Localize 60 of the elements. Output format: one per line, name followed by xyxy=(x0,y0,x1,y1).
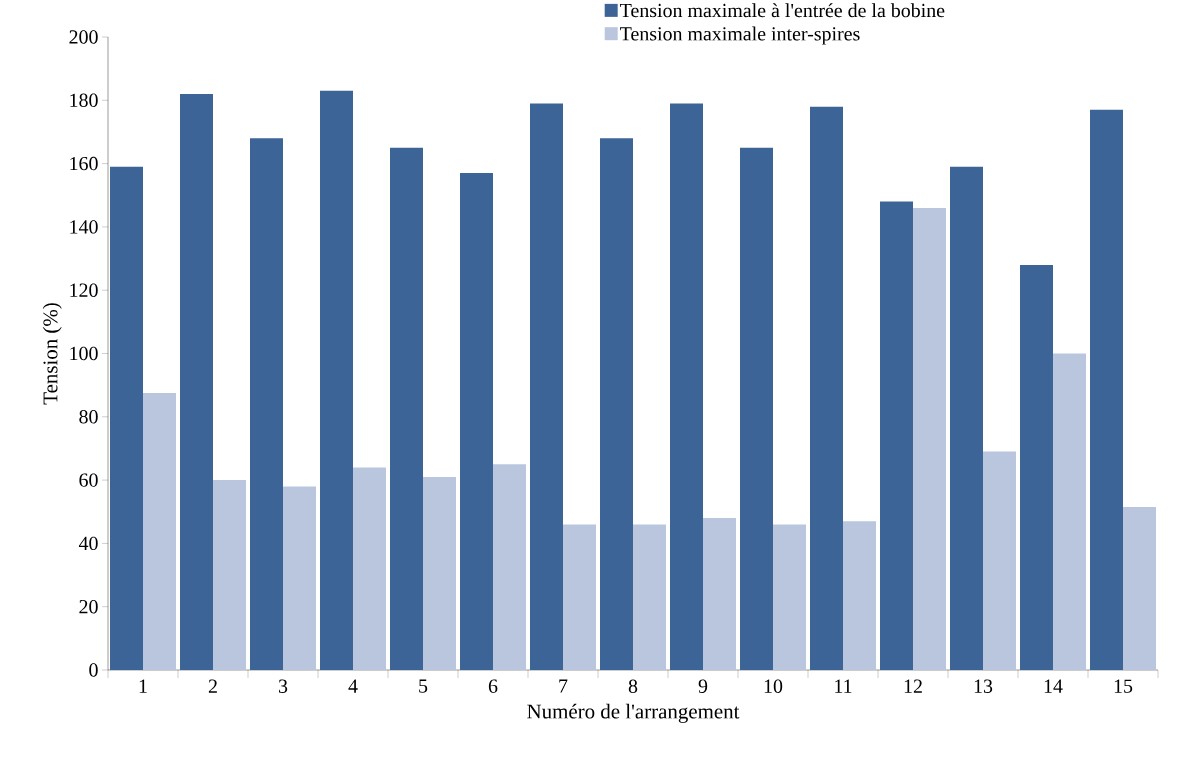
x-tick-label: 11 xyxy=(835,679,852,693)
x-tick-label: 7 xyxy=(559,679,568,693)
bar xyxy=(423,476,456,670)
bar xyxy=(810,106,843,670)
bar xyxy=(180,93,213,670)
x-tick-label: 4 xyxy=(348,679,358,693)
bar xyxy=(563,524,596,670)
bar xyxy=(983,451,1017,670)
y-tick-label: 40 xyxy=(78,536,98,551)
bar xyxy=(950,166,983,670)
bar xyxy=(773,524,806,670)
bar xyxy=(600,138,633,670)
bar xyxy=(843,521,876,670)
bar xyxy=(1090,109,1124,670)
x-tick-label: 8 xyxy=(628,679,638,693)
y-tick-label: 140 xyxy=(70,220,98,234)
bar xyxy=(283,486,316,670)
bar xyxy=(460,173,493,670)
x-tick-label: 3 xyxy=(278,679,288,693)
y-tick-label: 100 xyxy=(70,346,98,361)
bar xyxy=(143,393,176,670)
x-tick-label: 9 xyxy=(698,679,708,693)
legend-label: Tension maximale à l'entrée de la bobine xyxy=(620,3,945,18)
bar xyxy=(353,467,386,670)
bar xyxy=(110,166,143,670)
y-tick-label: 20 xyxy=(79,599,98,614)
bar xyxy=(390,147,423,670)
y-axis-title: Tension (%) xyxy=(42,303,62,405)
y-tick-label: 60 xyxy=(79,473,98,487)
bar xyxy=(633,524,666,670)
y-tick-label: 160 xyxy=(70,156,98,171)
x-tick-label: 1 xyxy=(139,679,147,693)
bar xyxy=(1020,264,1054,670)
y-tick-label: 0 xyxy=(89,663,98,677)
bar xyxy=(1123,507,1157,670)
x-tick-label: 12 xyxy=(904,679,922,693)
y-tick-label: 180 xyxy=(70,93,98,108)
x-tick-label: 10 xyxy=(764,679,783,693)
bar xyxy=(320,90,353,670)
x-tick-label: 14 xyxy=(1044,679,1063,693)
y-tick-label: 80 xyxy=(79,410,98,424)
bar xyxy=(880,201,913,670)
x-tick-label: 13 xyxy=(974,679,993,693)
bar xyxy=(1053,353,1087,670)
y-tick-label: 200 xyxy=(69,30,98,44)
x-axis-title: Numéro de l'arrangement xyxy=(527,703,740,723)
bar xyxy=(213,480,246,670)
x-tick-label: 15 xyxy=(1114,679,1133,693)
legend-label: Tension maximale inter-spires xyxy=(620,26,860,45)
bar xyxy=(703,518,736,670)
y-tick-label: 120 xyxy=(70,283,98,297)
x-tick-label: 2 xyxy=(208,679,217,693)
bar xyxy=(530,103,563,670)
bar xyxy=(913,207,946,670)
x-tick-label: 5 xyxy=(419,679,428,693)
bar xyxy=(493,464,526,670)
x-tick-label: 6 xyxy=(488,679,498,693)
bar xyxy=(250,138,283,670)
bar xyxy=(740,147,773,670)
bar xyxy=(670,103,703,670)
